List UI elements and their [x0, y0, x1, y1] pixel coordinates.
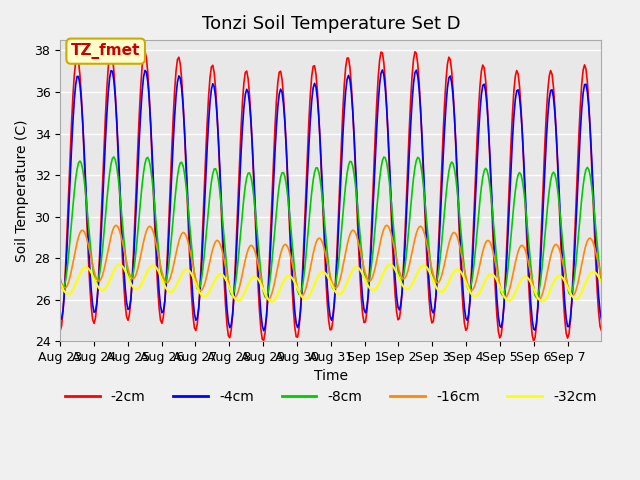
-4cm [445, 75, 452, 81]
-2cm [75, 59, 83, 64]
-8cm [444, 179, 451, 185]
-8cm [110, 154, 118, 160]
-2cm [336, 172, 344, 178]
-16cm [56, 275, 64, 281]
Y-axis label: Soil Temperature (C): Soil Temperature (C) [15, 120, 29, 262]
-8cm [532, 295, 540, 300]
-2cm [596, 324, 604, 329]
Legend: -2cm, -4cm, -8cm, -16cm, -32cm: -2cm, -4cm, -8cm, -16cm, -32cm [60, 384, 602, 409]
-4cm [260, 328, 268, 334]
-2cm [56, 328, 64, 334]
-2cm [598, 328, 605, 334]
-32cm [56, 280, 64, 286]
-16cm [596, 269, 604, 275]
-4cm [525, 278, 533, 284]
-32cm [598, 280, 605, 286]
-8cm [56, 279, 64, 285]
-8cm [92, 279, 99, 285]
-16cm [264, 297, 272, 302]
-4cm [56, 316, 64, 322]
-4cm [598, 316, 605, 322]
Text: TZ_fmet: TZ_fmet [71, 43, 140, 59]
-4cm [336, 194, 344, 200]
-16cm [383, 222, 390, 228]
-2cm [530, 338, 538, 344]
-32cm [92, 279, 99, 285]
-16cm [445, 241, 452, 247]
-16cm [92, 273, 99, 279]
Title: Tonzi Soil Temperature Set D: Tonzi Soil Temperature Set D [202, 15, 460, 33]
-4cm [92, 309, 99, 314]
-2cm [92, 315, 99, 321]
-32cm [538, 299, 546, 304]
-2cm [524, 266, 532, 272]
-32cm [116, 262, 124, 267]
Line: -2cm: -2cm [60, 51, 602, 341]
-16cm [598, 275, 605, 281]
-16cm [336, 276, 344, 282]
X-axis label: Time: Time [314, 370, 348, 384]
-8cm [75, 160, 83, 166]
-32cm [75, 274, 83, 280]
Line: -16cm: -16cm [60, 225, 602, 300]
-16cm [75, 234, 83, 240]
Line: -32cm: -32cm [60, 264, 602, 301]
-8cm [336, 245, 344, 251]
-32cm [524, 276, 532, 281]
-8cm [524, 231, 532, 237]
Line: -8cm: -8cm [60, 157, 602, 298]
-4cm [596, 309, 604, 315]
-2cm [444, 61, 451, 67]
-4cm [379, 67, 387, 73]
-16cm [525, 264, 533, 270]
-8cm [596, 269, 604, 275]
-4cm [75, 73, 83, 79]
-32cm [444, 282, 451, 288]
-32cm [336, 291, 344, 297]
Line: -4cm: -4cm [60, 70, 602, 331]
-2cm [107, 48, 115, 54]
-32cm [596, 277, 604, 283]
-8cm [598, 279, 605, 285]
